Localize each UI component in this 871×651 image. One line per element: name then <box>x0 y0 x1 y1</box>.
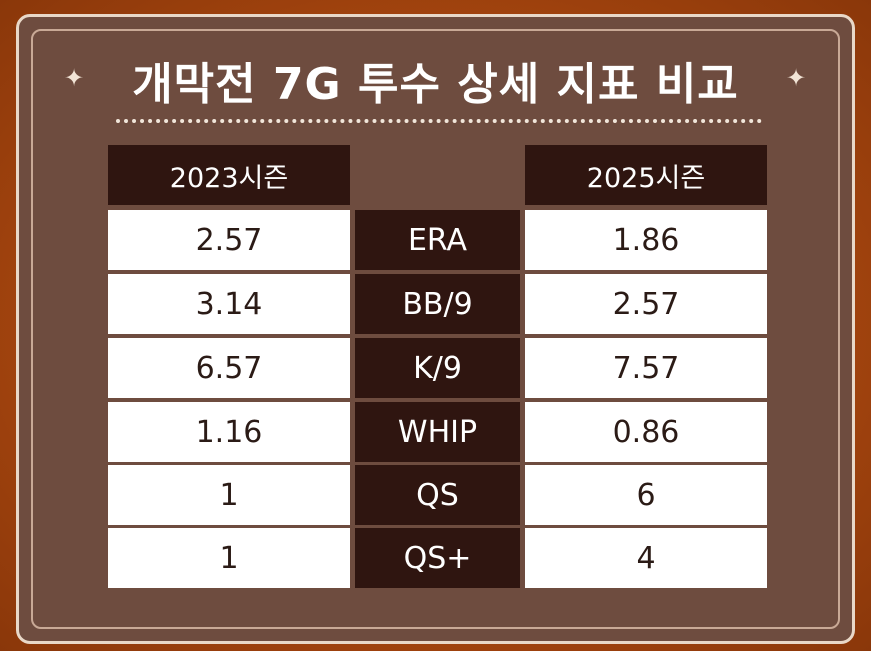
metric-label-qs: QS <box>355 465 520 525</box>
metric-label-bb9: BB/9 <box>355 274 520 334</box>
header-2025: 2025시즌 <box>525 145 767 205</box>
sparkle-left-icon: ✦ <box>64 64 85 92</box>
table-cell-2025-qsplus: 4 <box>525 528 767 588</box>
page-title: 개막전 7G 투수 상세 지표 비교 <box>132 59 739 110</box>
table-cell-2023-bb9: 3.14 <box>108 274 350 334</box>
table-cell-2023-k9: 6.57 <box>108 338 350 398</box>
table-cell-2023-qs: 1 <box>108 465 350 525</box>
table-cell-2025-whip: 0.86 <box>525 402 767 462</box>
table-cell-2025-k9: 7.57 <box>525 338 767 398</box>
title-row: 개막전 7G 투수 상세 지표 비교 <box>0 50 871 110</box>
header-2023: 2023시즌 <box>108 145 350 205</box>
metric-label-qsplus: QS+ <box>355 528 520 588</box>
metric-label-k9: K/9 <box>355 338 520 398</box>
table-cell-2023-qsplus: 1 <box>108 528 350 588</box>
sparkle-right-icon: ✦ <box>786 64 807 92</box>
metric-label-whip: WHIP <box>355 402 520 462</box>
metric-label-era: ERA <box>355 210 520 270</box>
table-cell-2023-whip: 1.16 <box>108 402 350 462</box>
table-cell-2023-era: 2.57 <box>108 210 350 270</box>
dotted-divider <box>116 119 762 123</box>
table-cell-2025-era: 1.86 <box>525 210 767 270</box>
card-inner-border <box>31 29 840 629</box>
table-cell-2025-qs: 6 <box>525 465 767 525</box>
table-cell-2025-bb9: 2.57 <box>525 274 767 334</box>
